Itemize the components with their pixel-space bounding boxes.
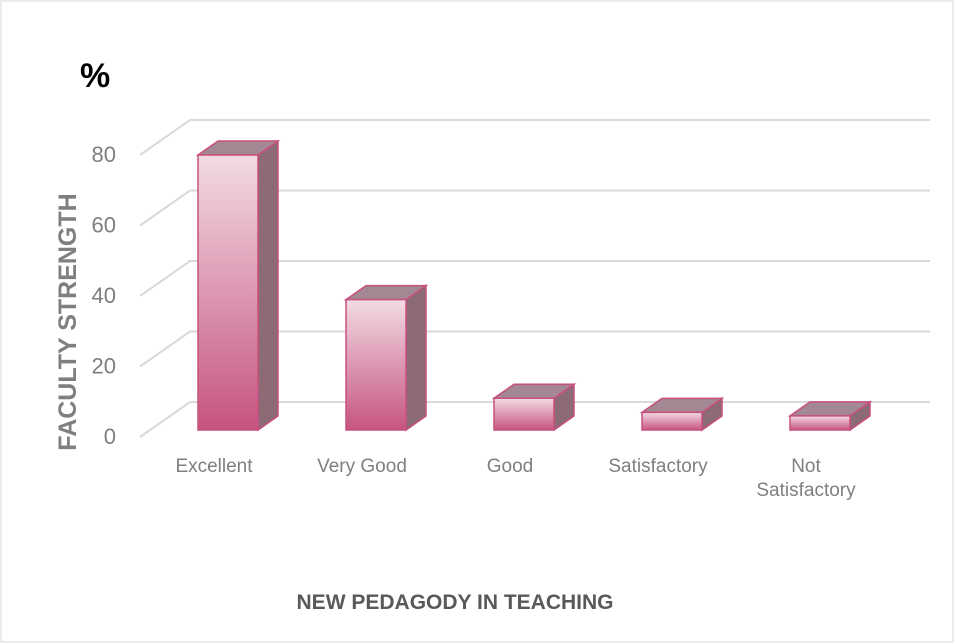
grid-line <box>139 330 930 368</box>
bar-front <box>493 397 555 431</box>
bar-front <box>345 298 407 431</box>
y-tick-label: 20 <box>92 354 116 379</box>
y-tick-label: 60 <box>92 213 116 238</box>
bar <box>491 382 577 432</box>
bar <box>787 400 873 432</box>
bar <box>639 396 725 432</box>
bar <box>195 139 281 432</box>
x-tick-label: Satisfactory <box>608 456 708 477</box>
x-tick-label: Not Satisfactory <box>756 456 856 501</box>
y-axis-label: FACULTY STRENGTH <box>54 193 82 450</box>
bar-front <box>641 411 703 431</box>
grid-line <box>139 260 930 297</box>
y-tick-label: 80 <box>92 142 116 167</box>
x-tick-label: Excellent <box>175 456 253 477</box>
grid-line <box>139 189 930 227</box>
chart-title: % <box>80 57 110 95</box>
bar <box>343 284 429 432</box>
bar-front <box>197 154 259 431</box>
x-tick-label: Good <box>486 456 534 477</box>
y-tick-label: 40 <box>92 283 116 308</box>
bar-side <box>257 139 279 432</box>
grid-line <box>139 119 930 156</box>
y-tick-label: 0 <box>104 424 116 449</box>
bar-side <box>405 284 427 432</box>
bar-front <box>789 415 851 431</box>
x-tick-label: Very Good <box>317 456 407 477</box>
x-axis-label: NEW PEDAGODY IN TEACHING <box>297 591 614 614</box>
